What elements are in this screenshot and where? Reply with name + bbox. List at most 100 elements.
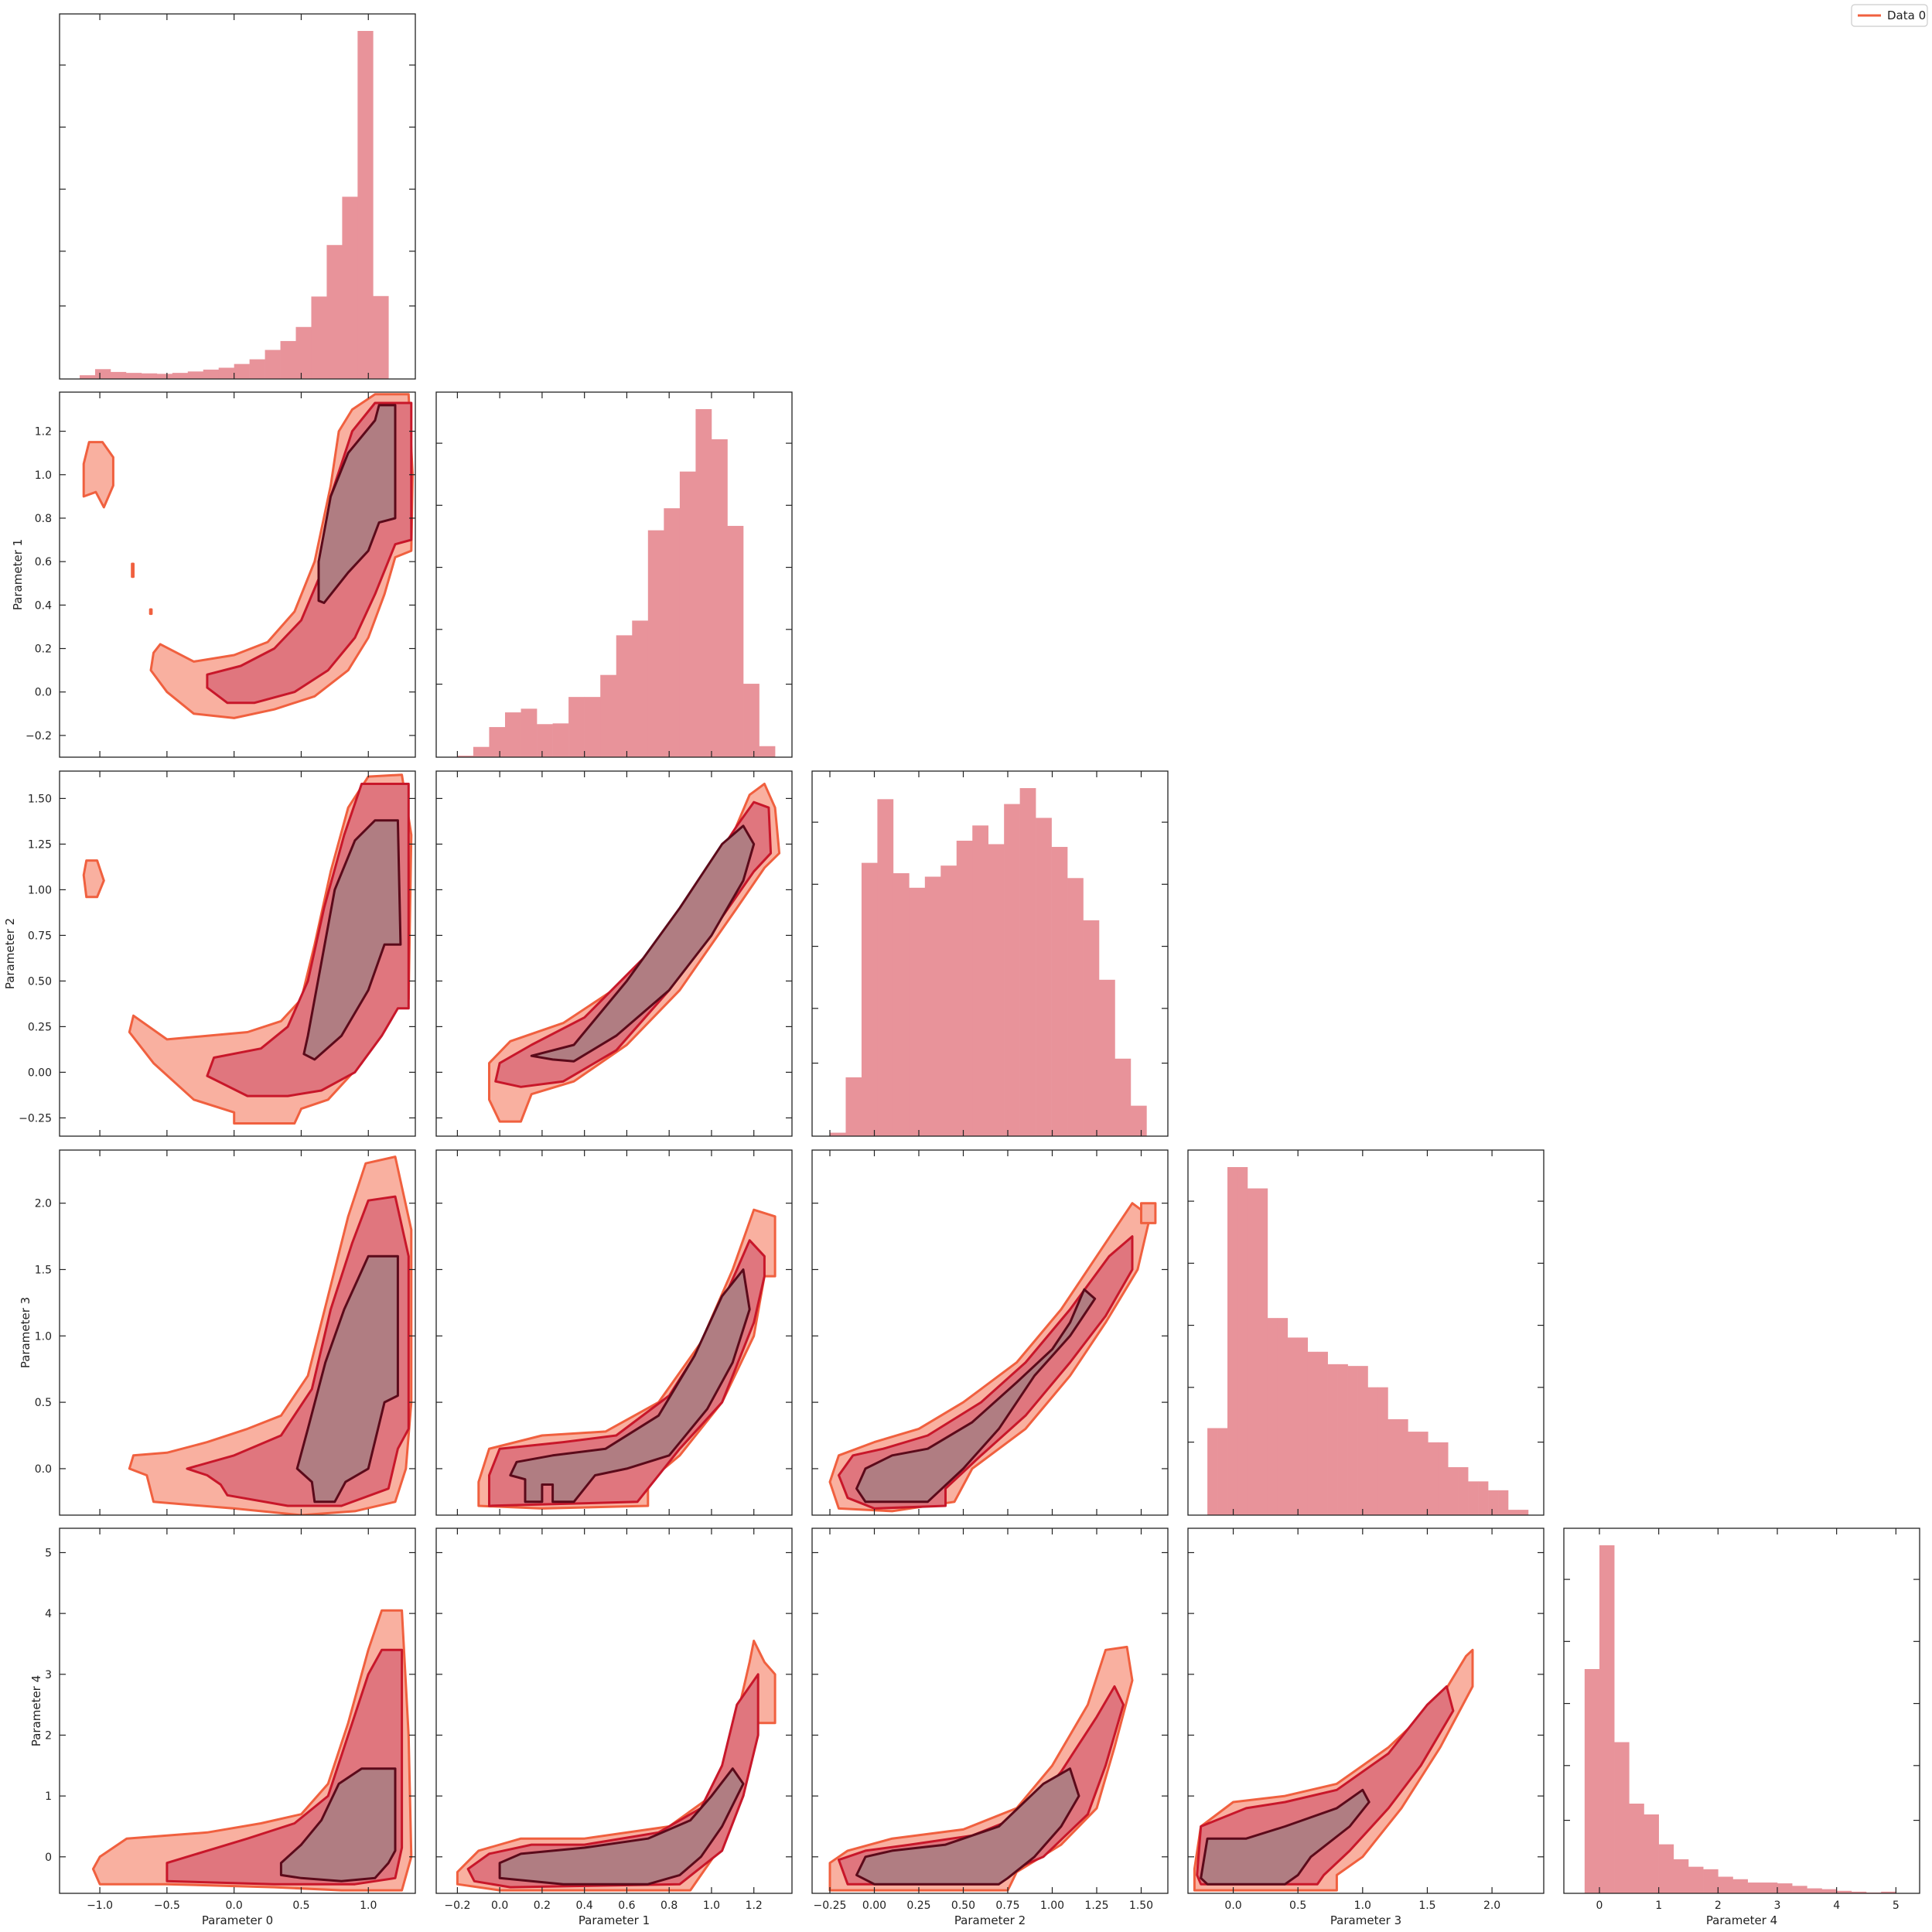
hist-bar (1777, 1883, 1793, 1893)
hist-bar (1478, 1481, 1489, 1515)
axes-4-0: −1.0 −0.5 0.0 0.5 1.0 0 1 2 3 4 5 Parameter 0 Parame… (29, 1528, 416, 1927)
hist-bar (1367, 1387, 1378, 1515)
hist-bar (326, 244, 343, 379)
legend: Data 0 (1851, 4, 1928, 27)
hist-bar (568, 697, 585, 757)
x-tick-label: 0.2 (534, 1900, 551, 1912)
contour-4-2 (828, 1645, 1134, 1892)
hist-bar (1584, 1669, 1600, 1893)
hist-bar (1458, 1467, 1469, 1515)
hist-bar (1377, 1387, 1388, 1515)
hist-bar (80, 375, 96, 379)
hist-bar (218, 367, 234, 379)
hist-bar (1287, 1337, 1299, 1515)
axes-frame (811, 1528, 1169, 1894)
hist-bar (110, 371, 127, 379)
y-tick-label: 1.0 (35, 469, 52, 482)
contour-2-0 (82, 773, 413, 1125)
y-tick-label: 0.8 (35, 513, 52, 525)
y-tick-label: 0.25 (28, 1021, 52, 1033)
x-tick-label: 1.0 (360, 1900, 377, 1912)
hist-bar (1418, 1432, 1429, 1515)
hist-bar (909, 887, 926, 1136)
hist-bar (1614, 1742, 1630, 1893)
hist-bar (1098, 979, 1115, 1136)
axes-3-0: 0.0 0.5 1.0 1.5 2.0 Parameter 3 (19, 1149, 416, 1516)
hist-bar (457, 756, 474, 757)
axes-frame (1187, 1149, 1545, 1516)
hist-bar (1227, 1167, 1238, 1515)
x-tick-label: 2.0 (1483, 1900, 1500, 1912)
hist-bar (1629, 1804, 1644, 1893)
axes-frame (435, 1528, 793, 1894)
hist-bar (1732, 1879, 1748, 1893)
hist-bar (1130, 1105, 1147, 1136)
y-tick-label: 3 (45, 1669, 52, 1681)
contour-inner (302, 819, 402, 1061)
x-tick-label: −1.0 (87, 1900, 113, 1912)
contour-inner (317, 404, 397, 604)
hist-bar (156, 374, 173, 379)
hist-bar (1398, 1419, 1408, 1515)
hist-bar (1067, 878, 1084, 1136)
contour-outer (82, 859, 105, 899)
contour-outer (1140, 1202, 1157, 1224)
x-tick-label: 1.00 (1040, 1900, 1064, 1912)
x-tick-label: 1.2 (746, 1900, 763, 1912)
y-tick-label: 1.50 (28, 793, 52, 805)
x-tick-label: −0.2 (444, 1900, 470, 1912)
x-tick-label: 0.4 (576, 1900, 593, 1912)
hist-bar (877, 799, 894, 1136)
hist-bar (141, 373, 158, 379)
axes-1-0: −0.2 0.0 0.2 0.4 0.6 0.8 1.0 1.2 Parameter 1 (11, 391, 416, 758)
hist-bar (295, 326, 312, 379)
hist-bar (988, 844, 1005, 1136)
x-tick-label: 3 (1774, 1900, 1781, 1912)
hist-bar (342, 196, 358, 379)
hist-bar (861, 862, 878, 1136)
axes-4-3: 0.0 0.5 1.0 1.5 2.0 Parameter 3 (1187, 1528, 1545, 1927)
hist-bar (584, 697, 601, 757)
x-tick-label: 0.0 (226, 1900, 243, 1912)
axes-3-1 (435, 1149, 793, 1516)
y-tick-label: 1 (45, 1790, 52, 1803)
hist-bar (1036, 818, 1052, 1136)
axes-frame (59, 391, 416, 758)
hist-bar (552, 723, 569, 757)
hist-bar (727, 525, 744, 757)
y-tick-label: 1.2 (35, 426, 52, 439)
y-axis-label: Parameter 2 (3, 918, 17, 989)
contour-outer (131, 562, 135, 579)
y-tick-label: 0.0 (35, 687, 52, 699)
hist-bar (664, 508, 681, 757)
hist-bar (1851, 1891, 1867, 1893)
hist-bar (1658, 1844, 1674, 1893)
x-tick-label: 0 (1596, 1900, 1603, 1912)
hist-bar (1114, 1058, 1132, 1136)
hist-bar (1257, 1188, 1268, 1515)
hist-bar (1019, 788, 1036, 1136)
hist-bar (1267, 1318, 1278, 1515)
hist-bar (95, 369, 111, 379)
y-tick-label: 0.2 (35, 643, 52, 656)
contour-inner (855, 1288, 1097, 1504)
y-tick-label: 0 (45, 1852, 52, 1864)
x-tick-label: 0.25 (906, 1900, 930, 1912)
y-tick-label: 2 (45, 1729, 52, 1742)
y-tick-label: 0.0 (35, 1463, 52, 1476)
hist-bar (632, 620, 649, 757)
axes-frame (435, 1149, 793, 1516)
hist-bar (1247, 1188, 1258, 1515)
y-tick-label: 0.75 (28, 930, 52, 942)
axes-frame (811, 1149, 1169, 1516)
hist-bar (1747, 1883, 1763, 1893)
x-axis-label: Parameter 4 (1706, 1913, 1777, 1927)
x-axis-label: Parameter 2 (954, 1913, 1026, 1927)
contour-3-1 (477, 1208, 777, 1510)
hist-bar (1004, 804, 1020, 1136)
axes-3-3 (1187, 1149, 1545, 1516)
histogram-0 (80, 31, 389, 379)
hist-bar (1508, 1510, 1519, 1515)
legend-frame (1851, 4, 1928, 27)
